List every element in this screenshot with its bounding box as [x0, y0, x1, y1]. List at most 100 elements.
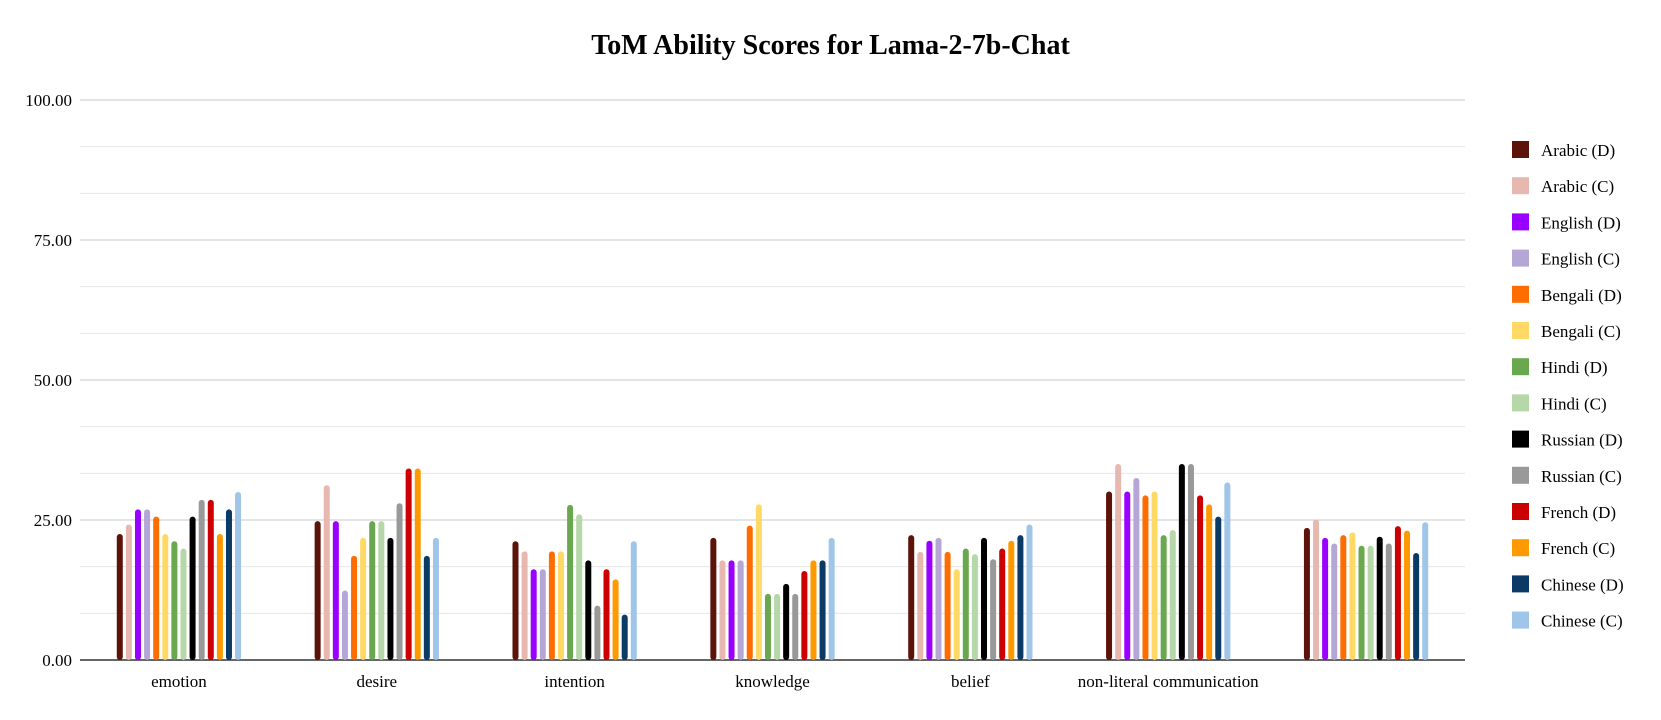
legend-label: Russian (D) [1541, 431, 1623, 450]
bar [719, 560, 726, 660]
bar [774, 593, 781, 660]
bar [801, 570, 808, 660]
legend-swatch [1512, 177, 1529, 195]
bar [180, 548, 187, 660]
legend-label: Arabic (D) [1541, 141, 1615, 160]
bar [828, 537, 835, 660]
bar [235, 492, 242, 660]
bar [1376, 536, 1383, 660]
bar [1124, 491, 1131, 660]
bar [1322, 537, 1329, 660]
bar [612, 579, 619, 660]
bar [1187, 464, 1194, 660]
bar [1206, 504, 1213, 660]
bar [594, 605, 601, 660]
bar [423, 555, 430, 660]
bar [323, 485, 330, 660]
legend-swatch [1512, 285, 1529, 303]
bar [1133, 478, 1140, 660]
bar [521, 551, 528, 660]
legend-swatch [1512, 430, 1529, 448]
legend-label: Russian (C) [1541, 467, 1622, 486]
bar [432, 537, 439, 660]
bar [378, 521, 385, 660]
legend-label: Hindi (C) [1541, 394, 1607, 413]
bar [1197, 495, 1204, 660]
bar [207, 499, 214, 660]
bar [990, 559, 997, 660]
bar [1178, 464, 1185, 660]
bar [1026, 524, 1033, 660]
chart-title: ToM Ability Scores for Lama-2-7b-Chat [591, 30, 1070, 61]
bar [737, 560, 744, 660]
bar [819, 560, 826, 660]
bar [189, 516, 196, 660]
bar [414, 468, 421, 660]
bar [908, 535, 915, 660]
bar [1404, 530, 1411, 660]
bar [134, 509, 141, 660]
legend-label: Bengali (D) [1541, 286, 1622, 305]
bar [125, 524, 132, 660]
bar [1303, 527, 1310, 660]
bar [1331, 543, 1338, 660]
bar [1151, 491, 1158, 660]
bar [530, 569, 537, 660]
bar [1349, 532, 1356, 660]
bar [153, 516, 160, 660]
bar [567, 504, 574, 660]
bar [1394, 526, 1401, 660]
bar [314, 521, 321, 660]
bar [1313, 519, 1320, 660]
legend-label: Chinese (C) [1541, 612, 1623, 631]
bar [351, 555, 358, 660]
x-tick-label: knowledge [735, 672, 810, 691]
x-tick-label: non-literal communication [1078, 672, 1259, 691]
legend-swatch [1512, 249, 1529, 267]
legend-label: English (D) [1541, 213, 1621, 232]
bar [971, 554, 978, 660]
y-tick-label: 0.00 [42, 651, 72, 670]
x-tick-label: intention [544, 672, 605, 691]
legend-swatch [1512, 394, 1529, 412]
bar [962, 548, 969, 660]
bar [710, 537, 717, 660]
bar [1224, 482, 1231, 660]
bar [512, 541, 519, 660]
legend-swatch [1512, 611, 1529, 629]
bar [539, 569, 546, 660]
bar [944, 551, 951, 660]
bar [1017, 535, 1024, 660]
bar [926, 540, 933, 660]
bar [1106, 491, 1113, 660]
bar [1142, 495, 1149, 660]
bar [585, 560, 592, 660]
bar [225, 509, 232, 660]
legend-label: English (C) [1541, 250, 1620, 269]
legend-label: Chinese (D) [1541, 575, 1624, 594]
legend-label: Arabic (C) [1541, 177, 1614, 196]
bar [935, 537, 942, 660]
bar [341, 590, 348, 660]
y-tick-label: 75.00 [34, 231, 72, 250]
bar [764, 593, 771, 660]
x-tick-label: belief [951, 672, 990, 691]
legend-swatch [1512, 539, 1529, 557]
bar [548, 551, 555, 660]
legend-swatch [1512, 322, 1529, 339]
legend-label: French (D) [1541, 503, 1616, 522]
x-tick-label: desire [356, 672, 397, 691]
bar [1413, 553, 1420, 660]
bar [1115, 464, 1122, 660]
bar [783, 583, 790, 660]
bar [198, 499, 205, 660]
legend-label: French (C) [1541, 539, 1615, 558]
bar [387, 537, 394, 660]
bar [144, 509, 151, 660]
legend-swatch [1512, 141, 1529, 158]
bar [171, 541, 178, 660]
bar [1340, 535, 1347, 660]
bar [630, 541, 637, 660]
y-tick-label: 25.00 [34, 511, 72, 530]
